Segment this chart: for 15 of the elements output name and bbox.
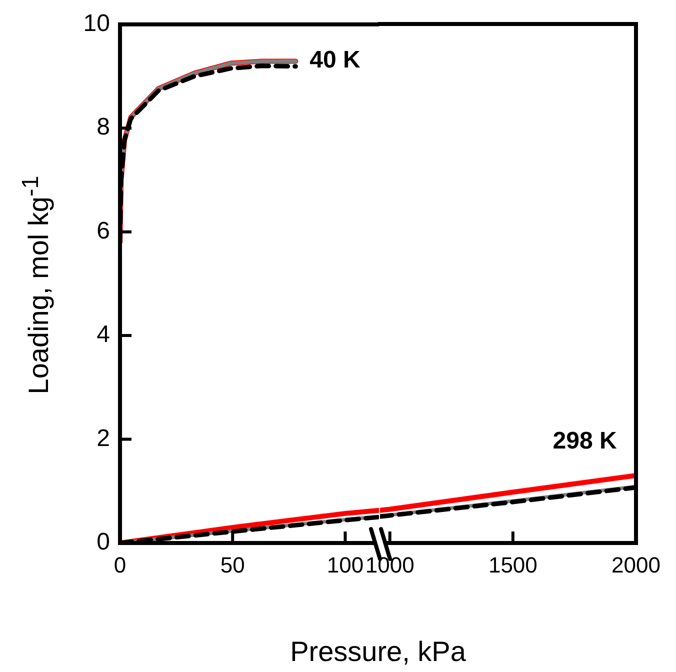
x-axis-title: Pressure, kPa [290,636,466,668]
y-tick-label: 6 [96,217,110,244]
x-tick-label: 2000 [612,552,660,578]
x-tick-label: 1000 [365,552,414,578]
x-tick-label: 1500 [488,552,538,578]
x-tick-label: 50 [220,552,245,578]
y-tick-label: 2 [96,424,110,452]
annotation: 40 K [310,46,361,74]
y-tick-label: 4 [96,321,110,348]
y-tick-label: 10 [83,10,110,38]
y-tick-label: 0 [96,528,110,556]
annotation: 298 K [552,427,618,454]
y-tick-label: 8 [96,114,110,141]
x-tick-label: 100 [326,552,364,578]
x-tick-label: 0 [114,552,126,578]
